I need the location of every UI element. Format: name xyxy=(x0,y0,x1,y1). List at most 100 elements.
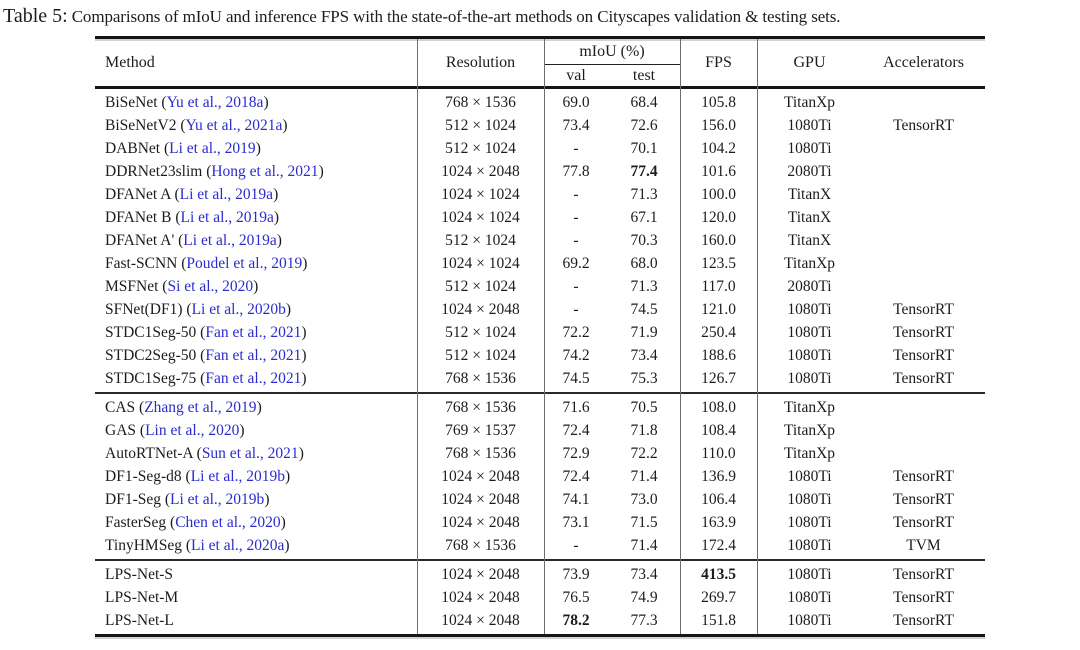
method-cell: DABNet (Li et al., 2019) xyxy=(105,140,261,157)
fps-cell: 156.0 xyxy=(701,117,736,134)
miou-val-cell: - xyxy=(573,301,579,318)
accelerator-cell: TensorRT xyxy=(893,370,954,387)
gpu-cell: 1080Ti xyxy=(787,537,832,554)
citation-link[interactable]: Yu et al., 2021a xyxy=(185,117,283,134)
method-cell: AutoRTNet-A (Sun et al., 2021) xyxy=(105,445,304,462)
table-bottom-rule xyxy=(95,634,985,637)
citation-link[interactable]: Li et al., 2019a xyxy=(183,232,277,249)
citation-link[interactable]: Li et al., 2019a xyxy=(180,209,274,226)
citation-link[interactable]: Yu et al., 2018a xyxy=(166,94,264,111)
method-name: AutoRTNet-A xyxy=(105,445,193,462)
citation-link[interactable]: Fan et al., 2021 xyxy=(205,324,302,341)
resolution-cell: 1024 × 2048 xyxy=(441,301,520,318)
citation-link[interactable]: Lin et al., 2020 xyxy=(145,422,240,439)
table-row: BiSeNetV2 (Yu et al., 2021a) 512 × 1024 73… xyxy=(95,114,985,137)
method-cell: DFANet A' (Li et al., 2019a) xyxy=(105,232,282,249)
method-cell: BiSeNetV2 (Yu et al., 2021a) xyxy=(105,117,288,134)
resolution-cell: 768 × 1536 xyxy=(445,399,516,416)
miou-test-cell: 77.3 xyxy=(630,612,658,629)
resolution-cell: 1024 × 2048 xyxy=(441,612,520,629)
citation-link[interactable]: Poudel et al., 2019 xyxy=(186,255,303,272)
citation-link[interactable]: Li et al., 2019a xyxy=(179,186,274,203)
method-cell: DDRNet23slim (Hong et al., 2021) xyxy=(105,163,324,180)
fps-cell: 123.5 xyxy=(701,255,736,272)
miou-val-cell: - xyxy=(573,209,579,226)
header-miou-val: val xyxy=(566,66,586,84)
method-name: DF1-Seg-d8 xyxy=(105,468,182,485)
table-group: LPS-Net-S 1024 × 2048 73.9 73.4 413.5 1080Ti T… xyxy=(95,561,985,634)
gpu-cell: 2080Ti xyxy=(787,278,832,295)
citation-link[interactable]: Li et al., 2019 xyxy=(169,140,256,157)
gpu-cell: TitanXp xyxy=(783,422,836,439)
table-row: STDC2Seg-50 (Fan et al., 2021) 512 × 1024… xyxy=(95,344,985,367)
resolution-cell: 769 × 1537 xyxy=(445,422,516,439)
miou-val-cell: 72.4 xyxy=(562,468,590,485)
miou-val-cell: 76.5 xyxy=(562,589,590,606)
method-cell: GAS (Lin et al., 2020) xyxy=(105,422,245,439)
citation-link[interactable]: Fan et al., 2021 xyxy=(205,347,302,364)
method-name: BiSeNet xyxy=(105,94,158,111)
miou-test-cell: 74.9 xyxy=(630,589,658,606)
citation-link[interactable]: Zhang et al., 2019 xyxy=(144,399,257,416)
section-rule xyxy=(95,559,985,561)
resolution-cell: 1024 × 2048 xyxy=(441,491,520,508)
column-divider-miou xyxy=(680,39,681,634)
resolution-cell: 512 × 1024 xyxy=(445,140,516,157)
resolution-cell: 1024 × 1024 xyxy=(441,209,520,226)
method-name: DF1-Seg xyxy=(105,491,161,508)
fps-cell: 117.0 xyxy=(701,278,736,295)
citation-link[interactable]: Hong et al., 2021 xyxy=(211,163,319,180)
method-name: FasterSeg xyxy=(105,514,167,531)
citation-link[interactable]: Li et al., 2019b xyxy=(170,491,265,508)
citation-link[interactable]: Si et al., 2020 xyxy=(167,278,254,295)
gpu-cell: 1080Ti xyxy=(787,301,832,318)
citation-link[interactable]: Fan et al., 2021 xyxy=(205,370,302,387)
miou-val-cell: - xyxy=(573,537,579,554)
citation-link[interactable]: Sun et al., 2021 xyxy=(201,445,299,462)
citation-link[interactable]: Chen et al., 2020 xyxy=(175,514,281,531)
method-name: DFANet A xyxy=(105,186,171,203)
column-divider-method xyxy=(417,39,418,634)
gpu-cell: TitanXp xyxy=(783,255,836,272)
resolution-cell: 1024 × 2048 xyxy=(441,566,520,583)
fps-cell: 105.8 xyxy=(701,94,736,111)
header-gpu: GPU xyxy=(793,53,826,71)
table-row: Fast-SCNN (Poudel et al., 2019) 1024 × 10… xyxy=(95,252,985,275)
miou-test-cell: 71.9 xyxy=(630,324,658,341)
fps-cell: 172.4 xyxy=(701,537,736,554)
fps-cell: 110.0 xyxy=(701,445,736,462)
citation-link[interactable]: Li et al., 2019b xyxy=(190,468,285,485)
method-name: STDC1Seg-50 xyxy=(105,324,197,341)
miou-val-cell: 78.2 xyxy=(562,612,590,629)
miou-val-cell: - xyxy=(573,140,579,157)
miou-val-cell: 69.0 xyxy=(562,94,590,111)
method-name: SFNet(DF1) xyxy=(105,301,183,318)
citation-link[interactable]: Li et al., 2020b xyxy=(191,301,286,318)
method-name: STDC2Seg-50 xyxy=(105,347,197,364)
resolution-cell: 768 × 1536 xyxy=(445,370,516,387)
method-name: BiSeNetV2 xyxy=(105,117,177,134)
miou-val-cell: 73.9 xyxy=(562,566,590,583)
accelerator-cell: TensorRT xyxy=(893,468,954,485)
miou-test-cell: 73.4 xyxy=(630,566,658,583)
miou-val-cell: 71.6 xyxy=(562,399,590,416)
miou-test-cell: 70.5 xyxy=(630,399,658,416)
table-row: SFNet(DF1) (Li et al., 2020b) 1024 × 2048… xyxy=(95,298,985,321)
section-rule xyxy=(95,392,985,394)
method-name: DDRNet23slim xyxy=(105,163,203,180)
method-cell: LPS-Net-S xyxy=(95,563,417,586)
table-header: Method Resolution mIoU (%) val test FPS … xyxy=(95,39,985,89)
table-row: LPS-Net-L 1024 × 2048 78.2 77.3 151.8 1080Ti T… xyxy=(95,609,985,632)
gpu-cell: 1080Ti xyxy=(787,140,832,157)
column-divider-fps xyxy=(757,39,758,634)
method-name: DFANet A' xyxy=(105,232,175,249)
method-name: DABNet xyxy=(105,140,161,157)
citation-link[interactable]: Li et al., 2020a xyxy=(191,537,285,554)
miou-val-cell: 74.2 xyxy=(562,347,590,364)
method-name: LPS-Net-L xyxy=(105,612,174,629)
accelerator-cell: TensorRT xyxy=(893,324,954,341)
fps-cell: 100.0 xyxy=(701,186,736,203)
table-row: DDRNet23slim (Hong et al., 2021) 1024 × 2… xyxy=(95,160,985,183)
method-cell: STDC1Seg-75 (Fan et al., 2021) xyxy=(105,370,307,387)
